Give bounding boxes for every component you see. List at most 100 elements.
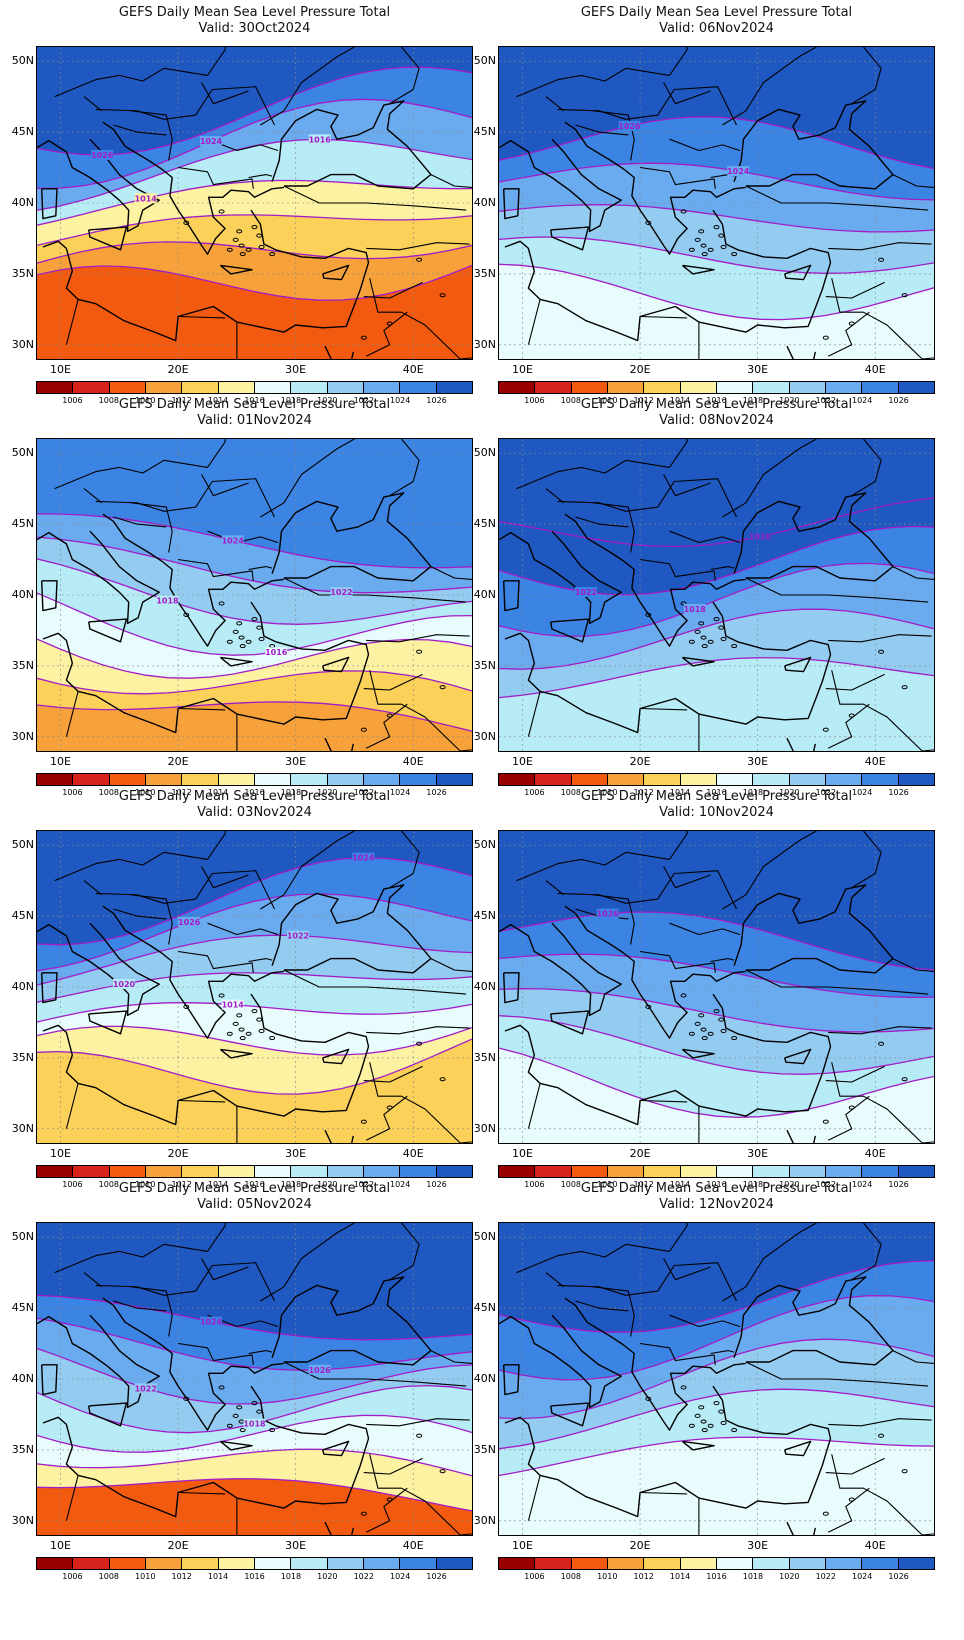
country-border <box>178 707 226 711</box>
island <box>848 321 855 326</box>
longitude-label: 20E <box>629 1147 651 1160</box>
country-border <box>389 439 420 497</box>
country-border <box>516 1223 688 1274</box>
colorbar-label: 1020 <box>317 788 338 797</box>
country-border <box>593 502 635 553</box>
island <box>251 1009 258 1014</box>
country-border <box>640 558 716 581</box>
country-border <box>527 1475 541 1521</box>
isobar-label: 1024 <box>200 1318 223 1327</box>
colorbar-swatch <box>862 1166 899 1177</box>
island <box>245 247 252 252</box>
island <box>713 225 720 230</box>
latitude-label: 40N <box>473 980 496 993</box>
coastline <box>504 209 832 342</box>
island <box>718 233 725 238</box>
colorbar-swatch <box>363 1558 401 1569</box>
coastline <box>41 1364 58 1396</box>
panel-title: GEFS Daily Mean Sea Level Pressure Total <box>118 397 391 412</box>
country-border <box>131 1286 173 1337</box>
coastline <box>499 1314 622 1409</box>
forecast-panel: GEFS Daily Mean Sea Level Pressure Total… <box>0 1176 482 1586</box>
island <box>680 209 687 214</box>
coastline <box>504 601 832 734</box>
isobar-line <box>499 1015 934 1075</box>
country-border <box>825 281 885 299</box>
island <box>239 251 246 257</box>
isobar-line <box>499 1338 934 1420</box>
country-border <box>131 894 173 945</box>
longitude-label: 20E <box>167 363 189 376</box>
coastline <box>786 737 794 751</box>
country-border <box>178 166 254 189</box>
longitude-label: 10E <box>512 755 533 768</box>
colorbar-label: 1026 <box>426 1572 447 1581</box>
coastline <box>784 656 812 673</box>
longitude-label: 40E <box>864 755 886 768</box>
longitude-label: 30E <box>747 363 769 376</box>
isobar-label-bg <box>683 603 706 614</box>
isobar-line <box>499 608 934 670</box>
colorbar-label: 1012 <box>171 788 192 797</box>
island <box>700 243 707 248</box>
colorbar-swatch <box>218 1166 255 1177</box>
country-border <box>545 96 565 112</box>
island <box>645 220 652 225</box>
latitude-label: 45N <box>473 517 496 531</box>
colorbar-label: 1012 <box>633 396 654 405</box>
isobar-label-bg <box>265 647 288 658</box>
colorbar-label: 1014 <box>207 396 229 405</box>
colorbar-label: 1014 <box>207 1180 229 1189</box>
colorbar-swatch <box>291 382 328 393</box>
country-border <box>663 474 711 497</box>
island <box>386 321 393 326</box>
coastline <box>324 345 332 359</box>
latitude-label: 50N <box>11 838 34 852</box>
latitude-label: 35N <box>11 1442 34 1456</box>
coastline <box>813 743 816 751</box>
colorbar-label: 1010 <box>135 788 156 797</box>
country-border <box>260 1223 355 1302</box>
coastline <box>41 580 58 612</box>
isobar-label-bg <box>287 930 309 941</box>
country-border <box>207 1314 279 1328</box>
colorbar-swatch <box>716 774 754 785</box>
island <box>718 1409 725 1414</box>
isobar-line <box>499 1047 934 1119</box>
coastline <box>733 492 894 582</box>
island <box>218 993 225 998</box>
country-border <box>95 870 275 910</box>
colorbar-swatch <box>716 1166 754 1177</box>
latitude-label: 40N <box>11 1372 34 1385</box>
isobar-label: 1024 <box>352 854 375 863</box>
country-border <box>178 1491 226 1495</box>
island <box>183 1004 190 1009</box>
colorbar-swatch <box>499 382 536 393</box>
latitude-label: 30N <box>11 1513 34 1527</box>
island <box>701 643 708 649</box>
colorbar-swatch <box>607 1166 645 1177</box>
colorbar-swatch <box>571 1558 608 1569</box>
colorbar-swatch <box>400 774 437 785</box>
island <box>720 636 727 642</box>
isobar-label: 1022 <box>575 588 597 597</box>
island <box>713 1009 720 1014</box>
colorbar-label: 1010 <box>135 396 156 405</box>
colorbar-label: 1014 <box>669 1572 691 1581</box>
island <box>713 617 720 622</box>
colorbar-swatch <box>753 382 790 393</box>
coastline <box>681 1440 715 1451</box>
isobar-label-bg <box>575 587 597 598</box>
country-border <box>366 634 470 643</box>
colorbar-swatch <box>400 382 437 393</box>
island <box>700 635 707 640</box>
isobar-line <box>37 513 472 569</box>
country-border <box>113 124 167 136</box>
panel-title: GEFS Daily Mean Sea Level Pressure Total <box>580 397 853 412</box>
colorbar-label: 1010 <box>135 1572 156 1581</box>
country-border <box>892 958 934 972</box>
colorbar-label: 1006 <box>524 1572 545 1581</box>
isobar-line <box>37 701 472 732</box>
country-border <box>178 950 254 973</box>
island <box>439 1077 446 1082</box>
